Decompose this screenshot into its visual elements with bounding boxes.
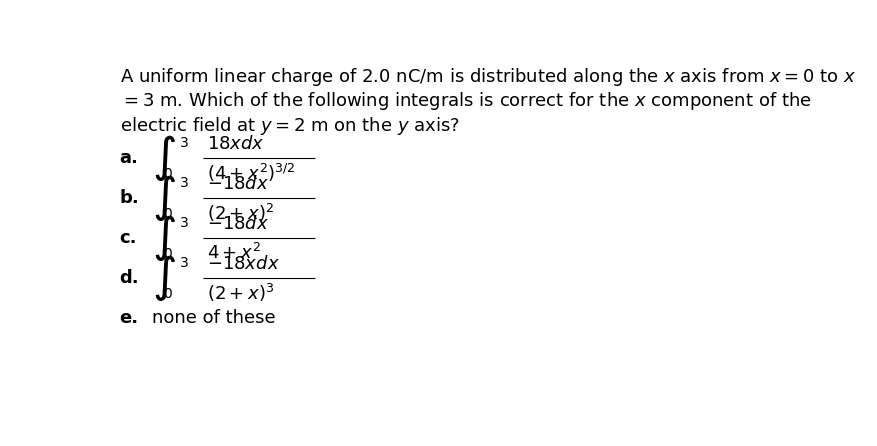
Text: 3: 3 [180,136,189,150]
Text: 0: 0 [163,167,172,181]
Text: 0: 0 [163,247,172,261]
Text: 0: 0 [163,287,172,301]
Text: $(2+x)^3$: $(2+x)^3$ [206,282,274,304]
Text: 3: 3 [180,176,189,190]
Text: e.: e. [119,310,139,327]
Text: $-18dx$: $-18dx$ [206,175,268,193]
Text: c.: c. [119,229,137,248]
Text: 3: 3 [180,216,189,230]
Text: $\int$: $\int$ [153,133,176,183]
Text: $4+x^2$: $4+x^2$ [206,243,260,263]
Text: b.: b. [119,189,139,207]
Text: 3: 3 [180,256,189,270]
Text: $\int$: $\int$ [153,213,176,263]
Text: $-18xdx$: $-18xdx$ [206,255,280,273]
Text: d.: d. [119,269,139,287]
Text: A uniform linear charge of 2.0 nC/m is distributed along the $x$ axis from $x=0$: A uniform linear charge of 2.0 nC/m is d… [119,66,856,88]
Text: $=3$ m. Which of the following integrals is correct for the $x$ component of the: $=3$ m. Which of the following integrals… [119,91,811,112]
Text: a.: a. [119,149,139,167]
Text: electric field at $y=2$ m on the $y$ axis?: electric field at $y=2$ m on the $y$ axi… [119,115,460,137]
Text: none of these: none of these [153,310,276,327]
Text: $18xdx$: $18xdx$ [206,135,264,153]
Text: 0: 0 [163,206,172,221]
Text: $(2+x)^2$: $(2+x)^2$ [206,202,274,224]
Text: $-18dx$: $-18dx$ [206,215,268,233]
Text: $\int$: $\int$ [153,253,176,303]
Text: $(4+x^2)^{3/2}$: $(4+x^2)^{3/2}$ [206,162,295,184]
Text: $\int$: $\int$ [153,173,176,223]
